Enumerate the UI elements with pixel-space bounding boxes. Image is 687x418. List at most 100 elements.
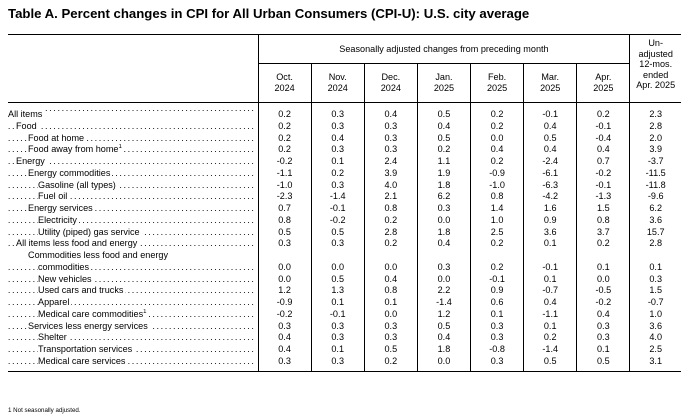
value-cell: 0.2 bbox=[310, 167, 365, 180]
value-cell: 3.6 bbox=[523, 226, 577, 239]
table-body: ........................................… bbox=[8, 102, 681, 372]
value-cell: 2.8 bbox=[363, 226, 418, 239]
value-cell: -0.2 bbox=[576, 297, 630, 309]
value-cell: 0.0 bbox=[363, 308, 418, 321]
value-cell: 0.3 bbox=[470, 320, 524, 333]
month-header: Nov. 2024 bbox=[310, 63, 365, 103]
value-cell: 0.5 bbox=[416, 102, 471, 121]
value-cell: 0.5 bbox=[310, 226, 365, 239]
value-cell: 0.1 bbox=[523, 273, 577, 286]
value-cell: 0.0 bbox=[363, 261, 418, 274]
value-cell: 1.5 bbox=[629, 285, 681, 297]
value-cell: 0.3 bbox=[363, 332, 418, 344]
value-cell: 0.3 bbox=[257, 355, 312, 372]
value-cell: -4.2 bbox=[523, 191, 577, 203]
value-cell: 0.4 bbox=[576, 308, 630, 321]
value-cell: 0.3 bbox=[576, 320, 630, 333]
leader-dots: ........................................… bbox=[8, 191, 256, 202]
month-header: Feb. 2025 bbox=[470, 63, 524, 103]
table-row: ........................................… bbox=[8, 308, 681, 321]
value-cell: 0.1 bbox=[310, 344, 365, 356]
value-cell: 1.0 bbox=[629, 308, 681, 321]
value-cell: 0.2 bbox=[523, 332, 577, 344]
value-cell: 2.8 bbox=[629, 120, 681, 133]
value-cell: 0.2 bbox=[416, 144, 471, 156]
value-cell: 0.6 bbox=[470, 297, 524, 309]
value-cell: 0.3 bbox=[629, 273, 681, 286]
value-cell: 0.4 bbox=[470, 144, 524, 156]
value-cell: 6.2 bbox=[416, 191, 471, 203]
value-cell: -0.4 bbox=[576, 132, 630, 145]
value-cell: -6.3 bbox=[523, 179, 577, 192]
value-cell: 2.2 bbox=[416, 285, 471, 297]
row-label: ........................................… bbox=[8, 355, 259, 372]
value-cell: 0.7 bbox=[257, 203, 312, 215]
row-label: ........................................… bbox=[8, 103, 258, 121]
value-cell: 0.9 bbox=[470, 285, 524, 297]
row-label: ........................................… bbox=[8, 132, 258, 145]
value-cell: 0.4 bbox=[363, 273, 418, 286]
value-cell: 0.8 bbox=[470, 191, 524, 203]
row-label: ........................................… bbox=[8, 344, 258, 356]
value-cell: -0.7 bbox=[629, 297, 681, 309]
label-column-header bbox=[8, 34, 259, 103]
leader-dots: ........................................… bbox=[8, 144, 256, 155]
value-cell: 2.4 bbox=[363, 156, 418, 168]
footnote: 1 Not seasonally adjusted. bbox=[8, 407, 81, 414]
value-cell: 0.3 bbox=[310, 320, 365, 333]
value-cell: 0.2 bbox=[363, 238, 418, 250]
table-row: ........................................… bbox=[8, 191, 681, 203]
value-cell: 4.0 bbox=[363, 179, 418, 192]
table-row: Commodities less food and energy bbox=[8, 250, 681, 262]
row-label: ........................................… bbox=[8, 238, 258, 250]
value-cell: 0.1 bbox=[470, 308, 524, 321]
value-cell: 3.9 bbox=[629, 144, 681, 156]
value-cell: 0.5 bbox=[363, 344, 418, 356]
value-cell: 0.0 bbox=[416, 355, 471, 372]
value-cell: 0.3 bbox=[470, 332, 524, 344]
value-cell: 0.3 bbox=[363, 144, 418, 156]
value-cell: -6.1 bbox=[523, 167, 577, 180]
row-label: ........................................… bbox=[8, 226, 258, 239]
leader-dots: ........................................… bbox=[8, 285, 256, 296]
value-cell: 0.7 bbox=[576, 156, 630, 168]
row-label: ........................................… bbox=[8, 167, 258, 180]
table-row: ........................................… bbox=[8, 297, 681, 309]
value-cell: 0.4 bbox=[523, 144, 577, 156]
value-cell: 0.2 bbox=[257, 144, 312, 156]
value-cell: -11.8 bbox=[629, 179, 681, 192]
value-cell: 1.8 bbox=[416, 344, 471, 356]
value-cell: 0.3 bbox=[257, 320, 312, 333]
value-cell: 0.4 bbox=[576, 144, 630, 156]
value-cell: 0.3 bbox=[310, 332, 365, 344]
value-cell: 0.2 bbox=[257, 132, 312, 145]
value-cell: 0.2 bbox=[363, 355, 418, 372]
row-label: ........................................… bbox=[8, 273, 258, 286]
value-cell: 6.2 bbox=[629, 203, 681, 215]
value-cell: -0.1 bbox=[310, 203, 365, 215]
value-cell: -1.1 bbox=[523, 308, 577, 321]
value-cell: 0.3 bbox=[576, 332, 630, 344]
table-row: ........................................… bbox=[8, 226, 681, 239]
unadjusted-header: Un- adjusted 12-mos. ended Apr. 2025 bbox=[629, 34, 681, 103]
footnote-marker: 1 bbox=[118, 144, 122, 151]
value-cell: 3.6 bbox=[629, 320, 681, 333]
row-label: ........................................… bbox=[8, 156, 258, 168]
leader-dots: ........................................… bbox=[8, 261, 256, 272]
value-cell: 1.0 bbox=[470, 214, 524, 227]
value-cell: 0.2 bbox=[576, 102, 630, 121]
value-cell: 0.3 bbox=[470, 355, 524, 372]
value-cell: 0.2 bbox=[576, 238, 630, 250]
value-cell: -1.0 bbox=[257, 179, 312, 192]
value-cell: 15.7 bbox=[629, 226, 681, 239]
value-cell: 0.5 bbox=[416, 320, 471, 333]
value-cell: 1.4 bbox=[470, 203, 524, 215]
value-cell: -0.9 bbox=[257, 297, 312, 309]
value-cell: 0.2 bbox=[470, 102, 524, 121]
value-cell: 0.4 bbox=[310, 132, 365, 145]
value-cell: 0.0 bbox=[576, 273, 630, 286]
value-cell: -0.2 bbox=[257, 308, 312, 321]
value-cell: 0.3 bbox=[416, 203, 471, 215]
row-label: ........................................… bbox=[8, 308, 258, 321]
value-cell: 1.6 bbox=[523, 203, 577, 215]
